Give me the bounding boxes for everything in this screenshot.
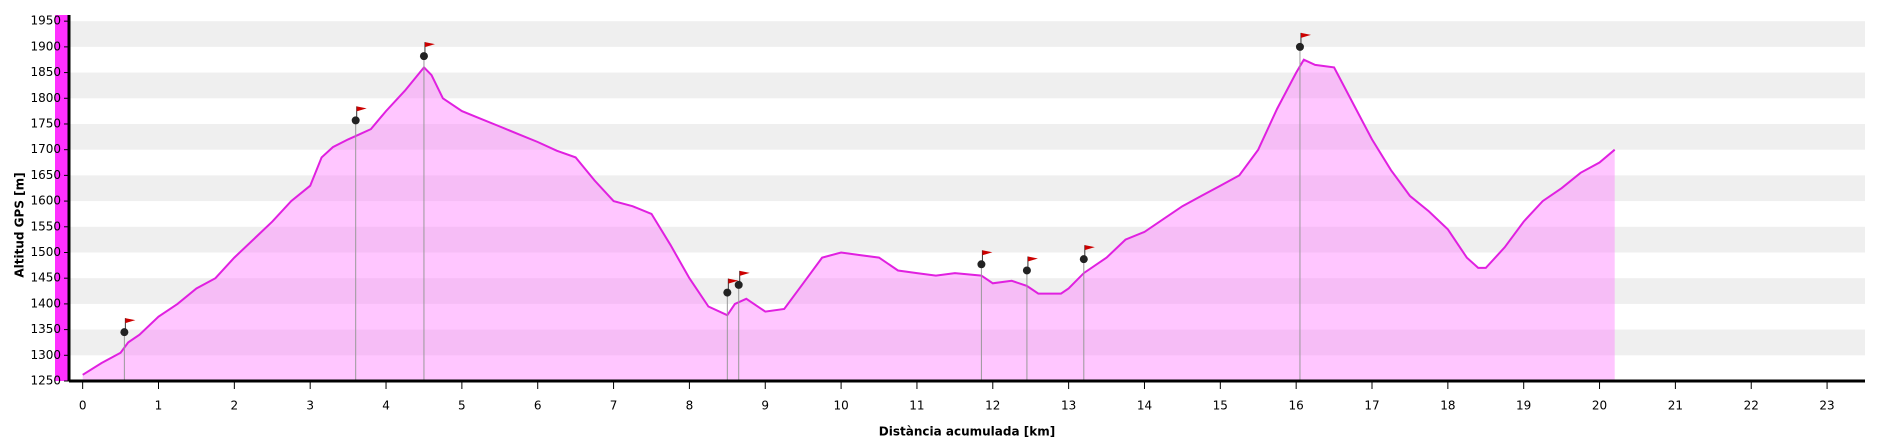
grid-band [69,72,1865,99]
waypoint [1022,266,1031,275]
y-tick-label: 1300 [30,348,61,362]
x-tick-label: 22 [1744,399,1759,413]
x-tick-label: 9 [761,399,769,413]
x-tick-label: 1 [155,399,163,413]
x-tick-label: 8 [686,399,694,413]
waypoint [1079,255,1088,264]
y-tick-label: 1650 [30,168,61,182]
y-tick-label: 1350 [30,322,61,336]
x-tick-label: 20 [1592,399,1607,413]
y-tick-label: 1250 [30,374,61,388]
x-tick-label: 23 [1819,399,1834,413]
y-axis-title: Altitud GPS [m] [13,172,27,277]
waypoint [419,52,428,61]
x-tick-label: 10 [833,399,848,413]
waypoint [120,328,129,337]
flag [1084,245,1095,251]
waypoint [977,260,986,269]
x-tick-label: 19 [1516,399,1531,413]
line [82,58,1616,376]
y-tick-label: 1400 [30,296,61,310]
flag [356,106,367,112]
color-bar [55,15,69,381]
x-tick-label: 17 [1364,399,1379,413]
flag [982,250,993,256]
x-tick-label: 16 [1289,399,1304,413]
y-tick-label: 1600 [30,194,61,208]
flag [1027,256,1038,262]
flag [424,42,435,48]
grid-band [69,21,1865,47]
y-tick-label: 1700 [30,142,61,156]
x-tick-label: 2 [231,399,239,413]
x-tick-label: 15 [1213,399,1228,413]
y-tick-label: 1900 [30,39,61,53]
y-tick-label: 1750 [30,116,61,130]
grid-band [69,329,1865,356]
x-tick-label: 12 [985,399,1000,413]
y-tick-label: 1950 [30,14,61,28]
waypoint [351,116,360,125]
x-tick-label: 11 [909,399,924,413]
y-tick-label: 1550 [30,219,61,233]
grid-band [69,278,1865,304]
x-axis-title: Distància acumulada [km] [879,425,1055,437]
x-tick-label: 0 [79,399,87,413]
area [82,59,1615,381]
x-tick-label: 7 [610,399,618,413]
x-tick-label: 13 [1061,399,1076,413]
flag [728,278,739,284]
grid-band [69,226,1865,253]
x-tick-label: 4 [382,399,390,413]
x-tick-label: 21 [1668,399,1683,413]
y-tick-label: 1850 [30,65,61,79]
x-tick-label: 3 [306,399,314,413]
y-tick-label: 1800 [30,91,61,105]
flag [125,318,136,324]
y-tick-label: 1450 [30,271,61,285]
waypoint [1295,42,1304,51]
flag [1300,32,1311,38]
x-tick-label: 18 [1440,399,1455,413]
grid-band [69,123,1865,150]
x-tick-label: 5 [458,399,466,413]
flag [739,270,750,276]
grid-band [69,175,1865,202]
x-tick-label: 6 [534,399,542,413]
y-tick-label: 1500 [30,245,61,259]
waypoint [723,288,732,297]
waypoint [734,280,743,289]
x-tick-label: 14 [1137,399,1152,413]
